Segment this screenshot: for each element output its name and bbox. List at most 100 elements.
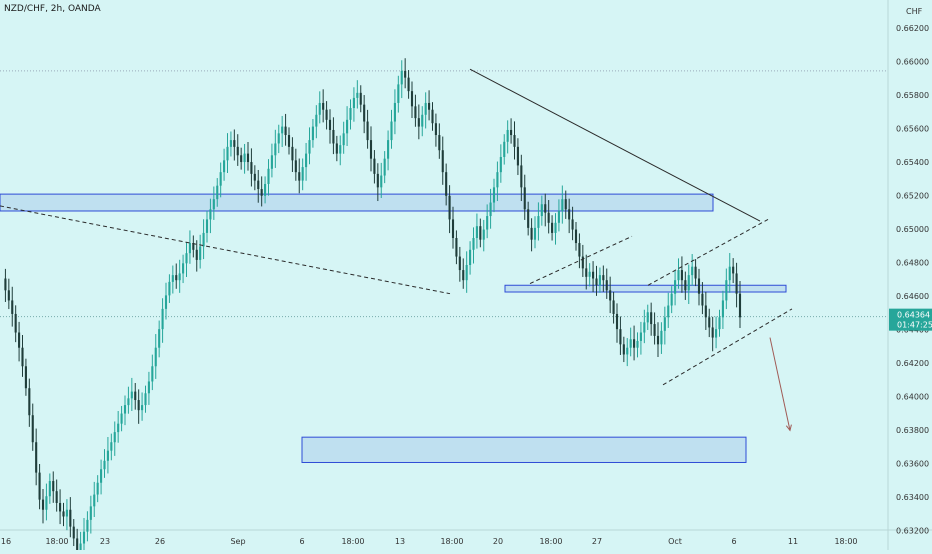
price-axis-panel[interactable] — [888, 0, 932, 550]
candle-body — [202, 232, 205, 247]
candle-body — [393, 102, 396, 122]
price-tick-label: 0.64200 — [896, 359, 929, 368]
time-tick-label: 23 — [100, 537, 110, 546]
candle-body — [267, 168, 270, 184]
candle-body — [564, 199, 567, 210]
candle-body — [387, 140, 390, 159]
time-tick-label: 27 — [592, 537, 602, 546]
zone-rectangle[interactable] — [301, 436, 747, 463]
candle-body — [397, 84, 400, 103]
dashed-trend-line[interactable] — [529, 235, 633, 285]
time-tick-label: 18:00 — [440, 537, 463, 546]
candle-body — [551, 222, 554, 233]
candle-body — [106, 450, 109, 461]
candle-body — [14, 313, 17, 333]
candle-body — [711, 327, 714, 338]
candle-body — [373, 158, 376, 174]
candle-body — [86, 519, 89, 532]
candle-body — [359, 92, 362, 105]
candle-body — [725, 280, 728, 301]
candle-body — [253, 173, 256, 181]
candle-body — [308, 140, 311, 154]
candle-body — [35, 442, 38, 473]
price-tick-label: 0.65400 — [896, 158, 929, 167]
candle-body — [667, 305, 670, 318]
arrow-shaft — [769, 337, 791, 431]
last-price-badge — [889, 308, 932, 331]
zone-rectangle[interactable] — [0, 193, 714, 212]
candle-body — [650, 312, 653, 325]
candle-body — [182, 263, 185, 274]
candle-body — [41, 499, 45, 510]
candle-body — [62, 511, 65, 517]
candle-body — [592, 271, 595, 279]
price-tick-label: 0.66000 — [896, 58, 929, 67]
zone-rectangle[interactable] — [504, 284, 787, 293]
candle-body — [547, 212, 550, 223]
candle-body — [735, 273, 738, 294]
candle-body — [404, 70, 407, 78]
candle-body — [527, 209, 530, 228]
candle-body — [636, 340, 639, 348]
candle-body — [274, 143, 277, 156]
candle-body — [127, 398, 130, 406]
candle-body — [684, 280, 687, 291]
candle-body — [578, 243, 581, 257]
candle-body — [721, 300, 724, 318]
time-tick-label: Sep — [230, 537, 245, 546]
candle-body — [151, 366, 154, 382]
candle-body — [434, 123, 437, 136]
time-tick-label: 16 — [1, 537, 11, 546]
price-tick-label: 0.64000 — [896, 393, 929, 402]
candle-body — [294, 160, 297, 173]
zones-layer[interactable] — [0, 193, 787, 463]
candle-body — [130, 391, 133, 399]
candle-body — [96, 482, 99, 495]
candle-body — [100, 469, 103, 483]
candle-body — [250, 162, 253, 174]
candle-body — [588, 271, 591, 277]
candle-body — [530, 227, 533, 240]
candle-body — [680, 270, 683, 281]
candle-body — [609, 290, 612, 301]
candle-body — [728, 266, 731, 281]
projection-arrow[interactable] — [769, 337, 792, 432]
candle-body — [715, 329, 718, 338]
candle-body — [195, 249, 198, 260]
time-tick-label: 11 — [788, 537, 798, 546]
candle-body — [59, 502, 62, 512]
dashed-trend-line[interactable] — [647, 218, 769, 286]
candle-body — [718, 317, 721, 330]
candle-body — [123, 405, 127, 414]
candle-body — [428, 102, 431, 110]
candle-body — [113, 432, 116, 443]
trend-lines-layer[interactable] — [0, 68, 793, 386]
price-tick-label: 0.63200 — [896, 527, 929, 536]
candle-body — [270, 155, 273, 169]
trend-line[interactable] — [469, 68, 761, 222]
candle-body — [376, 173, 379, 188]
candle-body — [544, 204, 547, 213]
candle-body — [486, 216, 489, 230]
candle-body — [656, 335, 660, 345]
time-tick-label: 6 — [731, 537, 736, 546]
candle-body — [233, 140, 236, 147]
candle-body — [11, 300, 14, 314]
candle-body — [216, 185, 219, 200]
candle-body — [103, 460, 106, 470]
candle-body — [281, 126, 284, 134]
candle-body — [79, 543, 82, 551]
candle-body — [472, 237, 475, 250]
candle-body — [629, 339, 632, 348]
price-tick-label: 0.63400 — [896, 493, 929, 502]
candle-body — [516, 146, 519, 166]
candle-body — [339, 145, 342, 154]
dashed-trend-line[interactable] — [662, 308, 793, 386]
candle-body — [4, 278, 7, 291]
candle-body — [21, 347, 24, 367]
candle-body — [236, 146, 239, 156]
candle-body — [506, 129, 509, 142]
candle-body — [496, 172, 499, 188]
